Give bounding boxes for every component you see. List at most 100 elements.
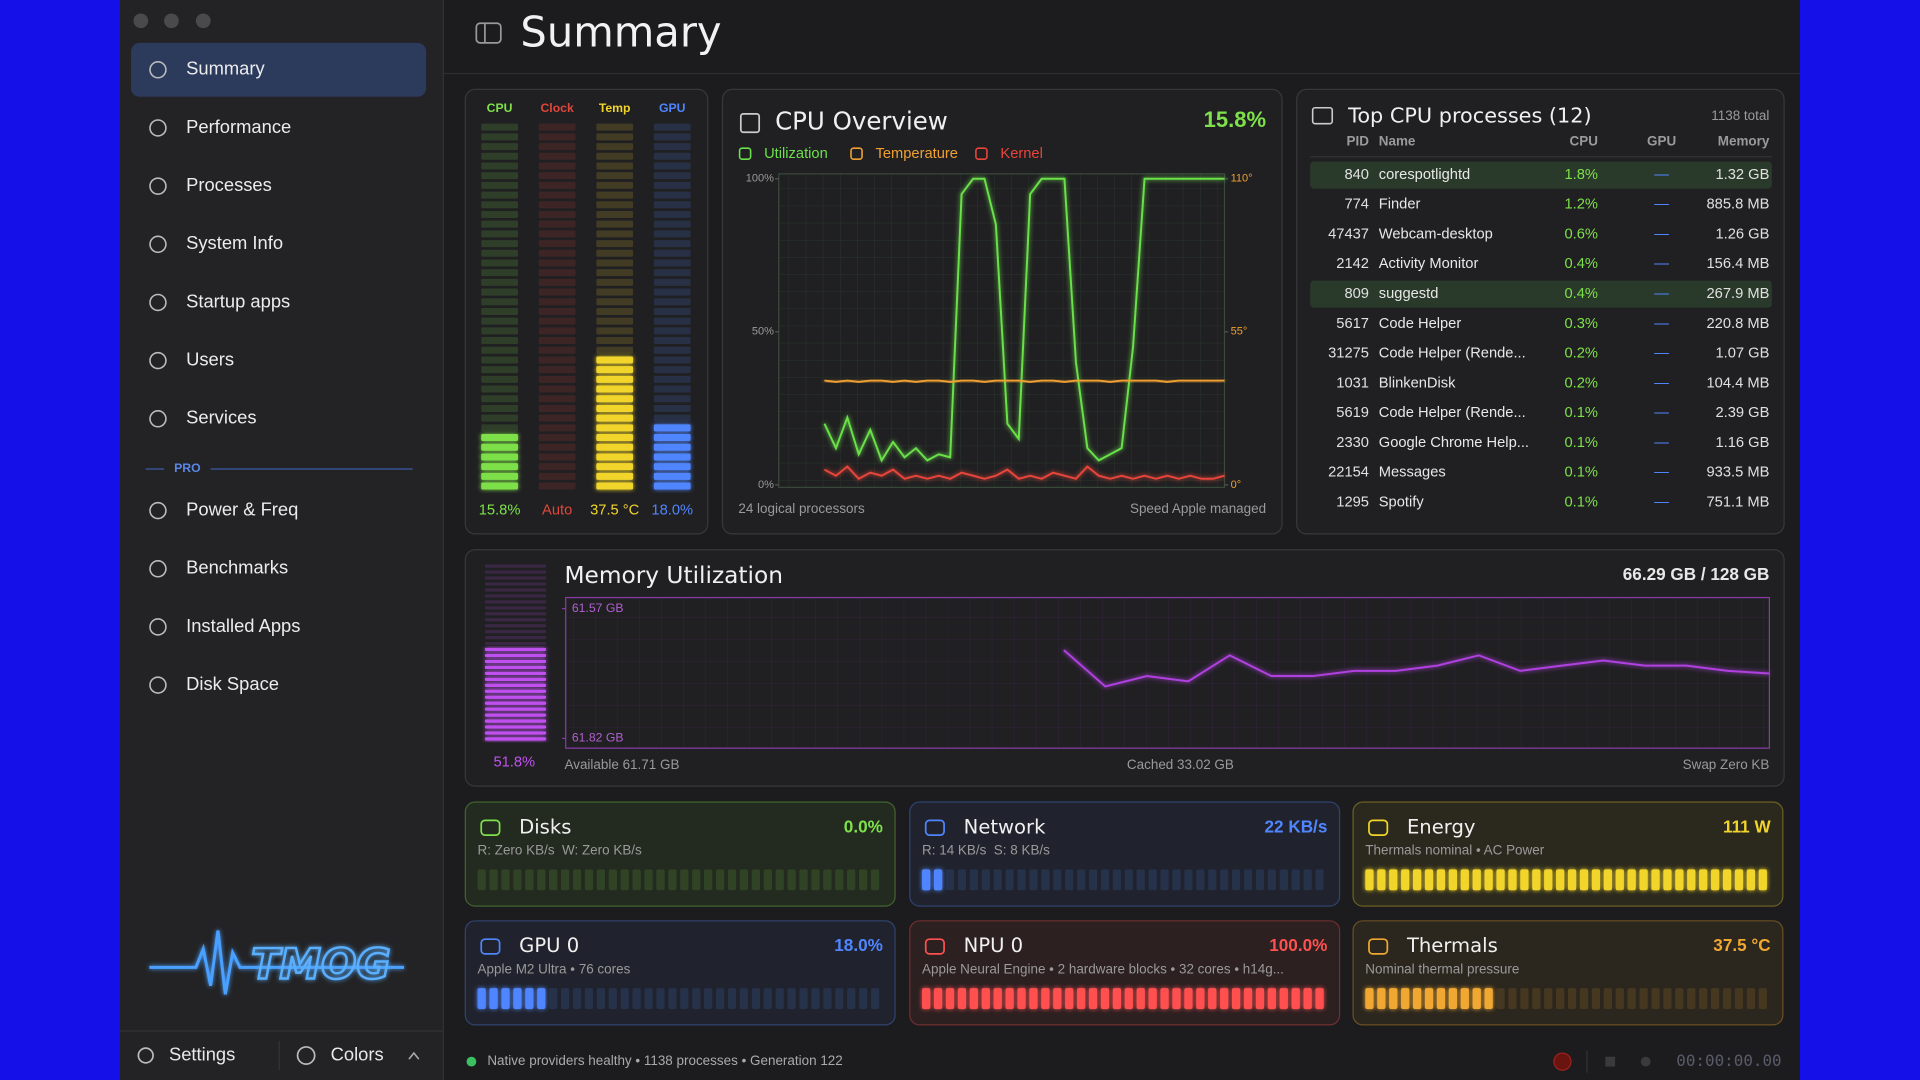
nav-item[interactable]: Benchmarks — [186, 557, 288, 578]
nav-icon[interactable] — [149, 119, 167, 137]
nav-icon[interactable] — [149, 618, 167, 636]
cell: 1295 — [1336, 494, 1369, 510]
cell[interactable]: corespotlightd — [1379, 167, 1470, 183]
stop-button[interactable] — [1605, 1056, 1616, 1067]
card-meter-segment — [1532, 988, 1541, 1009]
nav-item[interactable]: Disk Space — [186, 673, 279, 694]
sidebar-toggle[interactable] — [475, 22, 502, 44]
colors-icon[interactable] — [296, 1046, 316, 1065]
meter-segment-lit — [484, 695, 547, 699]
card-title: Energy — [1407, 815, 1476, 838]
card-meter-segment — [656, 988, 665, 1009]
card-meter-segment — [1267, 869, 1276, 891]
nav-icon[interactable] — [149, 410, 167, 428]
cell: 774 — [1344, 197, 1369, 213]
meter-segment — [653, 375, 691, 383]
colors-button[interactable]: Colors — [331, 1043, 384, 1064]
nav-item[interactable]: Services — [186, 407, 256, 428]
meter-segment — [481, 317, 518, 325]
nav-icon[interactable] — [149, 560, 167, 578]
meter-segment-lit — [484, 659, 547, 664]
meter-segment-lit — [653, 453, 691, 461]
meter-segment-lit — [484, 677, 547, 681]
meter-segment — [484, 630, 547, 634]
y2-tick-label: 0° — [1231, 479, 1242, 491]
nav-item[interactable]: Power & Freq — [186, 498, 298, 519]
meter-label: Clock — [540, 101, 574, 115]
nav-icon[interactable] — [149, 293, 167, 312]
nav-icon[interactable] — [149, 61, 167, 79]
card-meter-segment — [1687, 988, 1696, 1009]
card-meter-segment — [1412, 869, 1422, 891]
settings-button[interactable]: Settings — [169, 1043, 235, 1064]
meter-value: Auto — [542, 502, 572, 518]
meter-segment-lit — [653, 434, 691, 442]
card-meter-segment — [787, 869, 796, 891]
close-button[interactable] — [133, 13, 149, 29]
cell[interactable]: BlinkenDisk — [1379, 375, 1456, 391]
card-meter-segment — [1401, 869, 1410, 891]
card-meter-segment — [1184, 869, 1193, 891]
card-meter-segment — [1722, 988, 1732, 1009]
meter-segment — [653, 123, 691, 131]
minimize-button[interactable] — [164, 13, 179, 29]
cell: 0.1% — [1564, 435, 1597, 451]
cell[interactable]: Finder — [1379, 197, 1421, 213]
meter-segment — [538, 240, 576, 248]
card-meter-segment — [859, 988, 868, 1009]
nav-item[interactable]: Performance — [186, 116, 291, 137]
cell[interactable]: Google Chrome Help... — [1379, 435, 1529, 451]
meter-segment-lit — [484, 701, 547, 705]
meter-segment — [653, 259, 691, 267]
cell[interactable]: Activity Monitor — [1379, 256, 1479, 272]
nav-item[interactable]: Processes — [186, 174, 272, 195]
meter-segment-lit — [653, 472, 691, 480]
card-meter-segment — [1746, 988, 1756, 1009]
meter-segment — [481, 249, 518, 257]
meter-segment — [484, 594, 547, 598]
nav-icon[interactable] — [149, 235, 167, 254]
card-meter-segment — [608, 988, 617, 1009]
cell: 1.26 GB — [1715, 226, 1769, 242]
pause-button[interactable] — [1640, 1056, 1651, 1067]
meter-segment — [481, 375, 518, 383]
meter-segment — [596, 249, 634, 257]
card — [1352, 920, 1784, 1026]
cell[interactable]: suggestd — [1379, 286, 1439, 302]
meter-segment-lit — [481, 463, 518, 471]
nav-item[interactable]: Installed Apps — [186, 615, 300, 636]
cell[interactable]: Messages — [1379, 465, 1446, 481]
card-meter-segment — [957, 988, 967, 1009]
card-meter-segment — [1136, 988, 1145, 1009]
card-meter-segment — [1651, 869, 1660, 891]
meter-segment — [596, 172, 634, 180]
settings-icon[interactable] — [137, 1047, 154, 1064]
nav-icon[interactable] — [149, 501, 167, 520]
nav-item[interactable]: Users — [186, 348, 234, 369]
chevron[interactable] — [408, 1051, 420, 1060]
cell[interactable]: Code Helper — [1379, 316, 1462, 332]
record-button[interactable] — [1553, 1052, 1572, 1071]
nav-icon[interactable] — [149, 351, 167, 370]
meter-value: 18.0% — [651, 502, 693, 518]
cell[interactable]: Webcam-desktop — [1379, 226, 1493, 242]
card-meter-segment — [1389, 869, 1398, 891]
meter-segment — [481, 210, 518, 218]
memory-swap: Swap Zero KB — [1683, 757, 1770, 772]
nav-item[interactable]: System Info — [186, 232, 283, 253]
cell[interactable]: Code Helper (Rende... — [1379, 405, 1526, 421]
y-tick-label: 50% — [752, 326, 774, 338]
zoom-button[interactable] — [195, 13, 211, 29]
nav-item[interactable]: Summary — [186, 58, 265, 79]
nav-item[interactable]: Startup apps — [186, 290, 290, 311]
cell[interactable]: Spotify — [1379, 494, 1425, 510]
nav-icon[interactable] — [149, 676, 167, 694]
card-meter-segment — [787, 988, 796, 1009]
meter-segment — [481, 133, 518, 141]
card-meter-segment — [739, 988, 749, 1009]
cell[interactable]: Code Helper (Rende... — [1379, 346, 1526, 362]
card-meter-segment — [1377, 869, 1386, 891]
cell: 220.8 MB — [1707, 316, 1770, 332]
nav-icon[interactable] — [149, 177, 167, 195]
meter-segment — [653, 240, 691, 248]
